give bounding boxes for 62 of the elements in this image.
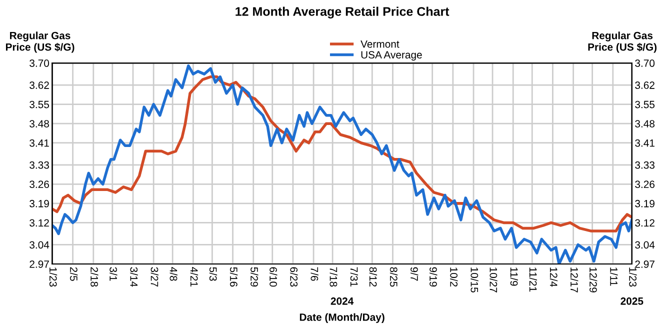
y-tick-label: 3.33 (30, 161, 49, 169)
y-tick-label: 3.62 (30, 82, 49, 89)
x-tick-label: 9/19 (430, 267, 438, 287)
y2-tick-label: 3.48 (635, 120, 655, 128)
y-tick-label: 3.48 (30, 120, 49, 128)
y-tick-label: 3.12 (30, 219, 49, 227)
x-tick-label: 3/14 (130, 267, 138, 287)
x-tick-label: 5/16 (230, 267, 238, 287)
x-tick-label: 6/10 (270, 267, 278, 287)
line-series (52, 64, 632, 264)
x-tick-label: 2/5 (70, 267, 78, 281)
x-tick-label: 4/8 (170, 267, 178, 281)
x-tick-label: 3/1 (110, 267, 118, 281)
y2-tick-label: 3.55 (635, 100, 655, 108)
x-axis-title: Date (Month/Day) (300, 313, 384, 323)
y2-tick-label: 3.62 (635, 82, 654, 89)
chart-title: 12 Month Average Retail Price Chart (236, 6, 450, 18)
x-tick-label: 8/12 (369, 267, 378, 287)
x-tick-label: 5/29 (250, 267, 258, 287)
x-tick-label: 10/27 (490, 268, 498, 292)
x-tick-label: 11/9 (510, 268, 518, 286)
x-tick-label: 7/31 (350, 267, 358, 287)
x-tick-label: 12/4 (550, 268, 558, 287)
x-tick-label: 11/21 (529, 268, 537, 292)
y-tick-label: 2.97 (30, 260, 49, 268)
y-tick-label: 3.70 (30, 60, 50, 67)
y2-tick-label: 3.26 (635, 180, 655, 188)
x-tick-label: 4/21 (190, 267, 198, 287)
legend-label: Vermont (360, 40, 400, 48)
y-tick-label: 3.04 (30, 241, 50, 249)
x-tick-label: 10/2 (450, 268, 458, 287)
y-axis-title: Regular Gas Price (US $/G) (6, 32, 74, 53)
x-tick-label: 10/15 (470, 268, 478, 292)
x-tick-label: 1/23 (629, 268, 637, 287)
y2-tick-label: 3.12 (635, 219, 654, 227)
y-tick-label: 3.19 (30, 200, 49, 208)
x-tick-label: 8/25 (390, 267, 398, 287)
x-tick-label: 7/18 (330, 267, 338, 287)
y-tick-label: 3.26 (30, 180, 49, 188)
x-tick-label: 12/17 (570, 268, 578, 292)
y2-tick-label: 3.70 (635, 60, 655, 67)
text: 2025 (620, 297, 644, 305)
x-tick-label: 9/7 (410, 267, 418, 281)
x-tick-label: 2/18 (90, 267, 98, 287)
x-tick-label: 1/11 (610, 268, 618, 286)
x-tick-label: 3/27 (150, 267, 158, 287)
y-tick-label: 3.41 (30, 139, 49, 147)
text: 2024 (330, 297, 354, 305)
y2-axis-title: Regular Gas Price (US $/G) (588, 32, 657, 53)
line-series (52, 75, 632, 232)
y2-tick-label: 3.19 (635, 200, 654, 208)
y2-tick-label: 3.04 (635, 241, 655, 249)
y-tick-label: 3.55 (30, 100, 50, 108)
y2-tick-label: 3.33 (635, 161, 655, 169)
legend-label: USA Average (361, 51, 422, 61)
y2-tick-label: 3.41 (635, 139, 654, 147)
x-tick-label: 1/23 (49, 268, 58, 287)
x-tick-label: 7/6 (310, 267, 318, 281)
x-tick-label: 5/3 (209, 267, 218, 281)
x-tick-label: 6/23 (290, 267, 298, 287)
y2-tick-label: 2.97 (635, 260, 654, 268)
x-tick-label: 12/29 (590, 268, 598, 292)
